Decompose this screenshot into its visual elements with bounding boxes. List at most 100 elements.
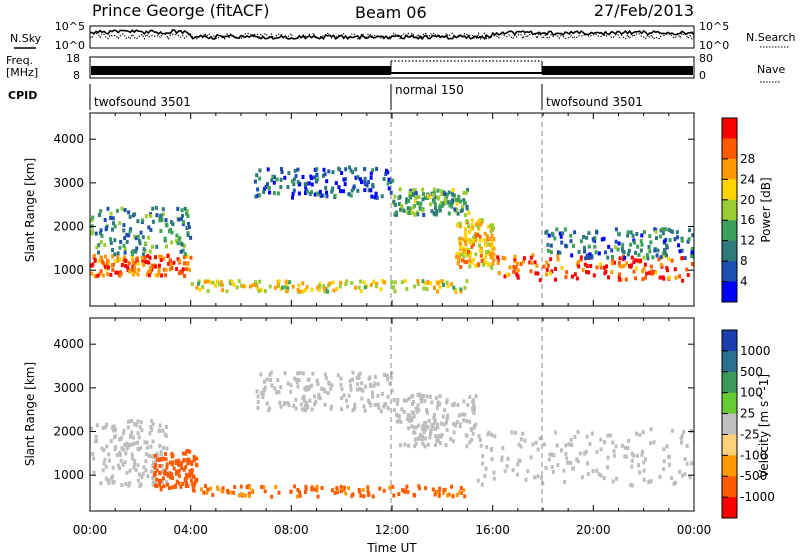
power-cell: [639, 258, 643, 263]
velocity-cell: [400, 407, 404, 412]
velocity-cell: [109, 439, 113, 443]
power-cell: [490, 233, 494, 238]
power-cell: [577, 264, 581, 269]
power-cell: [337, 185, 341, 190]
velocity-cell: [632, 453, 635, 458]
power-cell: [162, 267, 166, 272]
velocity-cell: [681, 473, 684, 478]
velocity-cell: [396, 398, 400, 402]
velocity-cell: [151, 476, 155, 481]
power-cell: [254, 194, 258, 199]
velocity-cell: [395, 419, 399, 424]
power-cell: [176, 241, 180, 246]
power-cell: [626, 252, 630, 257]
velocity-cell: [317, 395, 321, 400]
colorbar-frame: [721, 117, 738, 303]
power-cell: [375, 166, 379, 171]
power-cell: [266, 182, 269, 187]
power-cell: [462, 248, 466, 253]
power-cell: [584, 256, 588, 261]
power-cell: [139, 230, 143, 235]
velocity-cell: [642, 468, 646, 473]
power-cell: [301, 289, 305, 294]
velocity-cell: [171, 476, 175, 481]
power-cell: [640, 233, 644, 238]
power-cell: [516, 275, 520, 280]
power-cell: [407, 211, 411, 215]
velocity-cell: [433, 492, 437, 497]
power-cell: [293, 168, 297, 173]
power-cell: [296, 288, 300, 292]
power-cell: [563, 227, 567, 232]
velocity-cell: [599, 447, 603, 452]
velocity-cell: [395, 401, 399, 406]
velocity-cell: [456, 403, 460, 407]
power-cell: [446, 284, 450, 289]
power-cell: [656, 248, 660, 253]
power-cell: [591, 237, 595, 242]
y-tick-label: 3000: [53, 176, 84, 190]
velocity-cell: [369, 403, 373, 408]
power-cell: [614, 227, 618, 232]
velocity-cell: [339, 484, 343, 489]
velocity-cell: [121, 431, 125, 436]
velocity-cell: [333, 490, 337, 495]
velocity-cell: [171, 485, 174, 490]
velocity-cell: [141, 471, 145, 476]
cpid-segment-2: normal 150: [395, 83, 464, 97]
power-cell: [350, 281, 354, 286]
velocity-cell: [397, 492, 401, 497]
power-cell: [592, 273, 596, 278]
velocity-cell: [125, 441, 129, 446]
freq-tick-top: 18: [66, 52, 80, 65]
velocity-cell: [434, 443, 438, 447]
power-band: [90, 205, 193, 257]
velocity-cell: [168, 471, 172, 476]
velocity-cell: [127, 483, 131, 488]
velocity-cell: [136, 440, 139, 445]
velocity-cell: [329, 386, 333, 391]
velocity-cell: [465, 444, 469, 449]
power-cell: [159, 258, 163, 262]
velocity-cell: [175, 479, 179, 484]
velocity-cell: [606, 465, 609, 470]
velocity-band: [392, 392, 478, 449]
power-cell: [304, 191, 307, 195]
power-cell: [434, 206, 438, 211]
velocity-cell: [184, 451, 188, 456]
power-cell: [411, 211, 415, 215]
power-cell: [116, 208, 119, 213]
velocity-cell: [192, 454, 196, 459]
power-cell: [163, 236, 167, 241]
power-cell: [490, 244, 494, 249]
power-cell: [437, 195, 441, 200]
velocity-cell: [118, 451, 122, 455]
power-cell: [183, 206, 187, 211]
velocity-cell: [401, 488, 404, 493]
velocity-cell: [419, 433, 422, 437]
power-cell: [462, 198, 466, 203]
velocity-cell: [373, 374, 377, 379]
velocity-cell: [623, 454, 627, 459]
velocity-cell: [130, 456, 134, 461]
power-band: [544, 227, 694, 261]
velocity-cell: [583, 451, 586, 456]
power-cell: [466, 237, 470, 242]
velocity-cell: [144, 452, 148, 456]
velocity-cell: [158, 464, 162, 468]
power-cell: [325, 190, 328, 195]
velocity-cell: [373, 381, 377, 386]
power-cell: [459, 236, 463, 241]
power-cell: [101, 273, 105, 278]
velocity-cell: [519, 437, 523, 442]
power-cell: [114, 270, 118, 275]
velocity-ylabel: Slant Range [km]: [23, 362, 37, 466]
velocity-cell: [519, 444, 523, 449]
velocity-cell: [450, 484, 454, 489]
velocity-cell: [412, 411, 416, 415]
velocity-cell: [293, 484, 297, 489]
velocity-cell: [191, 482, 195, 487]
velocity-cell: [136, 478, 140, 483]
power-cell: [119, 270, 122, 275]
